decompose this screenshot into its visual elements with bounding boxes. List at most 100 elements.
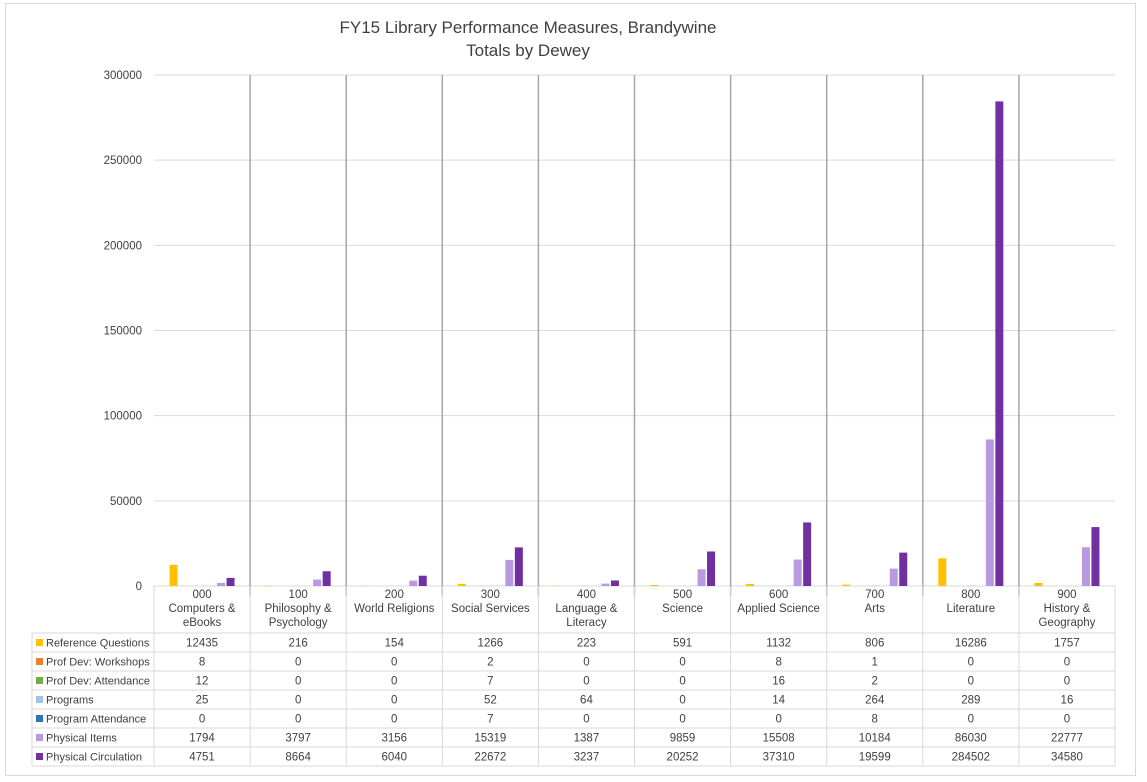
category-label: History & [1044,603,1091,615]
table-cell-value: 0 [391,714,397,726]
table-cell-value: 591 [673,638,692,650]
category-label: 500 [673,589,692,601]
table-cell-value: 8 [872,714,878,726]
table-cell-value: 0 [679,657,685,669]
table-cell-value: 0 [775,714,781,726]
table-cell-value: 8664 [285,752,311,764]
bar [418,575,427,586]
table-cell-value: 0 [679,695,685,707]
y-tick-label: 200000 [104,240,142,252]
bar [707,551,716,586]
table-cell-value: 12435 [186,638,218,650]
category-label: 800 [961,589,980,601]
table-cell-value: 1266 [478,638,504,650]
table-cell-value: 223 [577,638,596,650]
table-cell-value: 0 [583,714,589,726]
legend-key [36,715,43,722]
bar [889,568,898,586]
bar [409,580,418,586]
table-cell-value: 264 [865,695,885,707]
category-label: 100 [289,589,308,601]
category-label: 200 [385,589,404,601]
table-cell-value: 1794 [189,733,215,745]
table-cell-value: 0 [679,714,685,726]
table-cell-value: 3797 [285,733,311,745]
table-cell-value: 0 [968,657,974,669]
bar [650,584,659,586]
bar [610,580,619,586]
legend-label: Program Attendance [46,714,146,726]
table-cell-value: 9859 [670,733,696,745]
table-cell-value: 0 [1064,676,1070,688]
bar [842,584,851,586]
chart-title: FY15 Library Performance Measures, Brand… [340,18,717,37]
table-cell-value: 12 [196,676,209,688]
bar [985,439,994,586]
bar [169,564,178,586]
table-cell-value: 1 [872,657,878,669]
category-label: World Religions [354,603,435,615]
y-tick-label: 0 [136,581,142,593]
table-cell-value: 0 [295,695,301,707]
bar [938,558,947,586]
table-cell-value: 0 [968,714,974,726]
category-label: 700 [865,589,884,601]
legend-key [36,639,43,646]
table-cell-value: 0 [391,695,397,707]
category-label: 600 [769,589,788,601]
table-cell-value: 0 [679,676,685,688]
bar [1091,527,1100,586]
bar [697,569,706,586]
table-cell-value: 86030 [955,733,987,745]
table-cell-value: 1387 [574,733,600,745]
table-cell-value: 0 [295,714,301,726]
table-cell-value: 0 [295,676,301,688]
bar [313,579,322,586]
table-cell-value: 8 [199,657,205,669]
y-tick-label: 300000 [104,70,142,82]
legend-label: Reference Questions [46,638,150,650]
y-tick-label: 50000 [110,496,142,508]
table-cell-value: 0 [583,676,589,688]
bar [601,583,610,586]
bar [514,547,523,586]
table-cell-value: 14 [772,695,785,707]
legend-key [36,753,43,760]
category-label: Literature [947,603,996,615]
table-cell-value: 22672 [474,752,506,764]
table-cell-value: 1132 [766,638,791,650]
bars [169,101,1100,587]
table-cell-value: 16 [772,676,785,688]
bar [803,522,812,586]
table-cell-value: 8 [775,657,781,669]
category-label: 900 [1057,589,1076,601]
table-cell-value: 7 [487,714,493,726]
y-tick-label: 150000 [104,326,142,338]
bar [1034,583,1043,586]
bar [217,582,226,586]
table-cell-value: 6040 [381,752,407,764]
table-cell-value: 3237 [574,752,600,764]
table-cell-value: 15319 [474,733,506,745]
table-cell-value: 0 [391,676,397,688]
category-label: Social Services [451,603,530,615]
legend-key [36,677,43,684]
category-label: Science [662,603,703,615]
table-cell-value: 64 [580,695,593,707]
table-cell-value: 10184 [859,733,892,745]
chart-frame [5,3,1136,776]
bar [899,552,908,586]
table-cell-value: 806 [865,638,884,650]
category-label: 400 [577,589,596,601]
table-cell-value: 0 [583,657,589,669]
bar [746,584,755,586]
legend-key [36,658,43,665]
y-tick-label: 100000 [104,411,142,423]
bar [457,583,466,586]
table-cell-value: 37310 [763,752,795,764]
bar [505,559,514,586]
table-cell-value: 2 [872,676,878,688]
category-label: Literacy [566,617,607,629]
